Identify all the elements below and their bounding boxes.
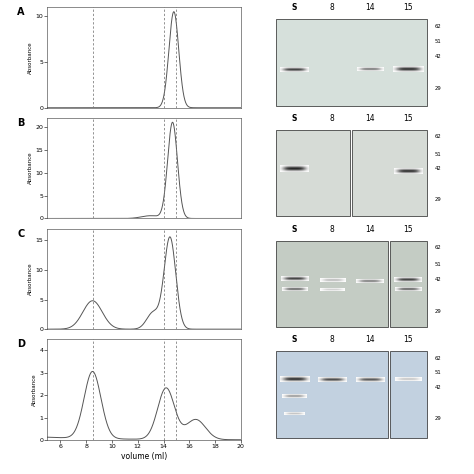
Text: 51: 51 [435, 152, 441, 156]
Text: 42: 42 [435, 385, 441, 390]
Text: 42: 42 [435, 54, 441, 59]
Text: 8: 8 [330, 225, 335, 234]
Bar [276, 130, 350, 217]
Text: 29: 29 [435, 197, 441, 201]
Text: S: S [292, 3, 297, 12]
Bar [276, 351, 388, 438]
Text: 14: 14 [365, 3, 375, 12]
Text: 15: 15 [403, 114, 413, 123]
Text: 14: 14 [365, 225, 375, 234]
Text: S: S [292, 335, 297, 344]
Text: 42: 42 [435, 166, 441, 171]
X-axis label: volume (ml): volume (ml) [121, 452, 167, 461]
Text: 51: 51 [435, 371, 441, 375]
Bar [390, 351, 427, 438]
Text: 29: 29 [435, 416, 441, 421]
Text: S: S [292, 114, 297, 123]
Y-axis label: Absorbance: Absorbance [28, 263, 33, 295]
Bar [276, 241, 388, 327]
Text: 62: 62 [435, 356, 441, 361]
Text: 15: 15 [403, 335, 413, 344]
Bar [276, 19, 427, 106]
Text: 62: 62 [435, 245, 441, 250]
Text: 15: 15 [403, 3, 413, 12]
Text: 62: 62 [435, 134, 441, 139]
Bar [390, 241, 427, 327]
Text: C: C [18, 228, 25, 238]
Text: 8: 8 [330, 3, 335, 12]
Text: 8: 8 [330, 114, 335, 123]
Text: 51: 51 [435, 262, 441, 267]
Y-axis label: Absorbance: Absorbance [32, 373, 37, 406]
Text: 15: 15 [403, 225, 413, 234]
Text: 42: 42 [435, 277, 441, 282]
Text: 51: 51 [435, 39, 441, 44]
Text: 8: 8 [330, 335, 335, 344]
Y-axis label: Absorbance: Absorbance [28, 152, 33, 184]
Text: 14: 14 [365, 114, 375, 123]
Text: 29: 29 [435, 309, 441, 314]
Text: B: B [18, 118, 25, 128]
Text: 62: 62 [435, 24, 441, 28]
Bar [352, 130, 427, 217]
Y-axis label: Absorbance: Absorbance [28, 41, 33, 74]
Text: 14: 14 [365, 335, 375, 344]
Text: D: D [18, 339, 26, 349]
Text: A: A [18, 7, 25, 17]
Text: S: S [292, 225, 297, 234]
Text: 29: 29 [435, 86, 441, 91]
